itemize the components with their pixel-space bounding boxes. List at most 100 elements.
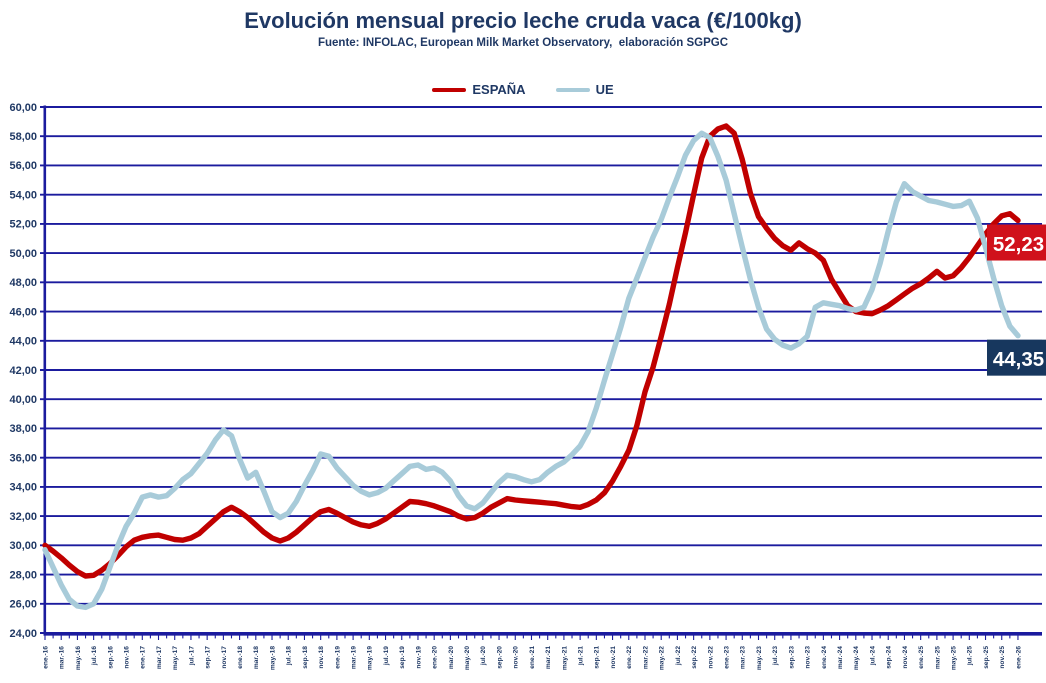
x-tick-label: nov.-22 xyxy=(707,646,714,669)
x-tick-label: nov.-16 xyxy=(123,646,130,669)
x-tick-label: nov.-17 xyxy=(221,646,228,669)
y-tick-label: 36,00 xyxy=(9,452,37,464)
x-tick-label: may.-18 xyxy=(269,646,276,670)
y-tick-label: 38,00 xyxy=(9,423,37,435)
espana-line xyxy=(42,123,1021,579)
x-tick-label: jul.-16 xyxy=(91,646,98,666)
espana-line-swatch xyxy=(432,87,467,92)
end-label-box xyxy=(987,224,1046,261)
x-tick-label: may.-20 xyxy=(464,646,471,670)
x-tick-label: may.-21 xyxy=(561,646,568,670)
end-label-value: 44,35 xyxy=(993,348,1044,371)
x-tick-label: ene.-17 xyxy=(140,646,147,669)
x-tick-label: jul.-18 xyxy=(286,646,293,666)
x-tick-label: nov.-19 xyxy=(415,646,422,669)
x-tick-label: mar.-17 xyxy=(156,646,163,669)
x-tick-label: sep.-18 xyxy=(302,646,309,669)
legend-item-ue: UE xyxy=(555,82,614,97)
end-label-box xyxy=(987,339,1046,376)
y-tick-label: 54,00 xyxy=(9,189,37,201)
x-axis-labels: ene.-16 mar.-16 may.-16 jul.-16 sep.-16 nov.-… xyxy=(42,646,1022,670)
ue-legend-label: UE xyxy=(595,82,614,97)
x-tick-label: may.-17 xyxy=(172,646,179,670)
x-tick-label: ene.-24 xyxy=(821,646,828,669)
ue-end-label: 44,35 xyxy=(987,339,1046,376)
x-tick-label: mar.-24 xyxy=(837,646,844,669)
x-tick-label: mar.-18 xyxy=(253,646,260,669)
gridlines xyxy=(40,106,1042,634)
x-tick-label: jul.-25 xyxy=(967,646,974,666)
x-tick-label: ene.-18 xyxy=(237,646,244,669)
y-tick-label: 50,00 xyxy=(9,248,37,260)
ue-line-swatch xyxy=(555,87,590,92)
x-tick-label: mar.-21 xyxy=(545,646,552,669)
x-tick-label: ene.-21 xyxy=(529,646,536,669)
x-tick-label: may.-22 xyxy=(659,646,666,670)
x-tick-label: sep.-21 xyxy=(594,646,601,669)
x-tick-label: nov.-23 xyxy=(805,646,812,669)
espana-end-label: 52,23 xyxy=(987,224,1046,261)
x-tick-label: may.-16 xyxy=(75,646,82,670)
legend-item-espana: ESPAÑA xyxy=(432,82,526,97)
chart-title: Evolución mensual precio leche cruda vac… xyxy=(244,8,802,33)
x-tick-label: may.-19 xyxy=(367,646,374,670)
x-tick-label: mar.-16 xyxy=(59,646,66,669)
y-tick-label: 34,00 xyxy=(9,482,37,494)
y-tick-label: 28,00 xyxy=(9,569,37,581)
x-tick-label: mar.-22 xyxy=(642,646,649,669)
legend: ESPAÑA UE xyxy=(0,82,1046,97)
y-tick-label: 24,00 xyxy=(9,628,37,640)
x-tick-label: jul.-17 xyxy=(188,646,195,666)
y-tick-label: 42,00 xyxy=(9,365,37,377)
x-tick-label: may.-23 xyxy=(756,646,763,670)
x-tick-label: ene.-16 xyxy=(42,646,49,669)
y-tick-label: 30,00 xyxy=(9,540,37,552)
x-tick-label: jul.-24 xyxy=(869,646,876,666)
y-tick-label: 56,00 xyxy=(9,160,37,172)
x-tick-label: mar.-23 xyxy=(740,646,747,669)
y-tick-label: 32,00 xyxy=(9,511,37,523)
x-tick-label: nov.-20 xyxy=(513,646,520,669)
x-tick-label: sep.-16 xyxy=(107,646,114,669)
x-tick-label: nov.-25 xyxy=(999,646,1006,669)
x-tick-label: sep.-22 xyxy=(691,646,698,669)
x-tick-label: may.-25 xyxy=(950,646,957,670)
x-tick-label: nov.-18 xyxy=(318,646,325,669)
x-tick-label: nov.-24 xyxy=(902,646,909,669)
x-tick-label: ene.-19 xyxy=(334,646,341,669)
y-axis-labels: 60,00 58,00 56,00 54,00 52,00 50,00 48,00 46,00… xyxy=(9,102,37,640)
x-tick-label: sep.-24 xyxy=(886,646,893,669)
y-tick-label: 44,00 xyxy=(9,336,37,348)
y-tick-label: 58,00 xyxy=(9,131,37,143)
x-tick-label: mar.-20 xyxy=(448,646,455,669)
y-tick-label: 60,00 xyxy=(9,102,37,114)
x-tick-label: jul.-20 xyxy=(480,646,487,666)
y-tick-label: 26,00 xyxy=(9,599,37,611)
x-tick-label: ene.-20 xyxy=(432,646,439,669)
y-tick-label: 48,00 xyxy=(9,277,37,289)
x-tick-label: sep.-23 xyxy=(788,646,795,669)
x-tick-label: may.-24 xyxy=(853,646,860,670)
x-tick-label: mar.-19 xyxy=(351,646,358,669)
x-tick-label: mar.-25 xyxy=(934,646,941,669)
y-tick-label: 52,00 xyxy=(9,219,37,231)
ue-line xyxy=(42,130,1021,611)
x-tick-label: sep.-17 xyxy=(205,646,212,669)
espana-legend-label: ESPAÑA xyxy=(472,82,526,97)
y-tick-label: 46,00 xyxy=(9,306,37,318)
x-tick-label: sep.-20 xyxy=(496,646,503,669)
end-label-value: 52,23 xyxy=(993,233,1044,256)
y-tick-label: 40,00 xyxy=(9,394,37,406)
x-tick-label: ene.-23 xyxy=(723,646,730,669)
x-tick-label: ene.-25 xyxy=(918,646,925,669)
x-axis-ticks xyxy=(44,635,1019,640)
x-tick-label: sep.-25 xyxy=(983,646,990,669)
x-tick-label: jul.-23 xyxy=(772,646,779,666)
chart-subtitle: Fuente: INFOLAC, European Milk Market Ob… xyxy=(317,37,729,49)
x-tick-label: jul.-21 xyxy=(578,646,585,666)
x-tick-label: ene.-26 xyxy=(1015,646,1022,669)
x-tick-label: jul.-19 xyxy=(383,646,390,666)
x-tick-label: ene.-22 xyxy=(626,646,633,669)
